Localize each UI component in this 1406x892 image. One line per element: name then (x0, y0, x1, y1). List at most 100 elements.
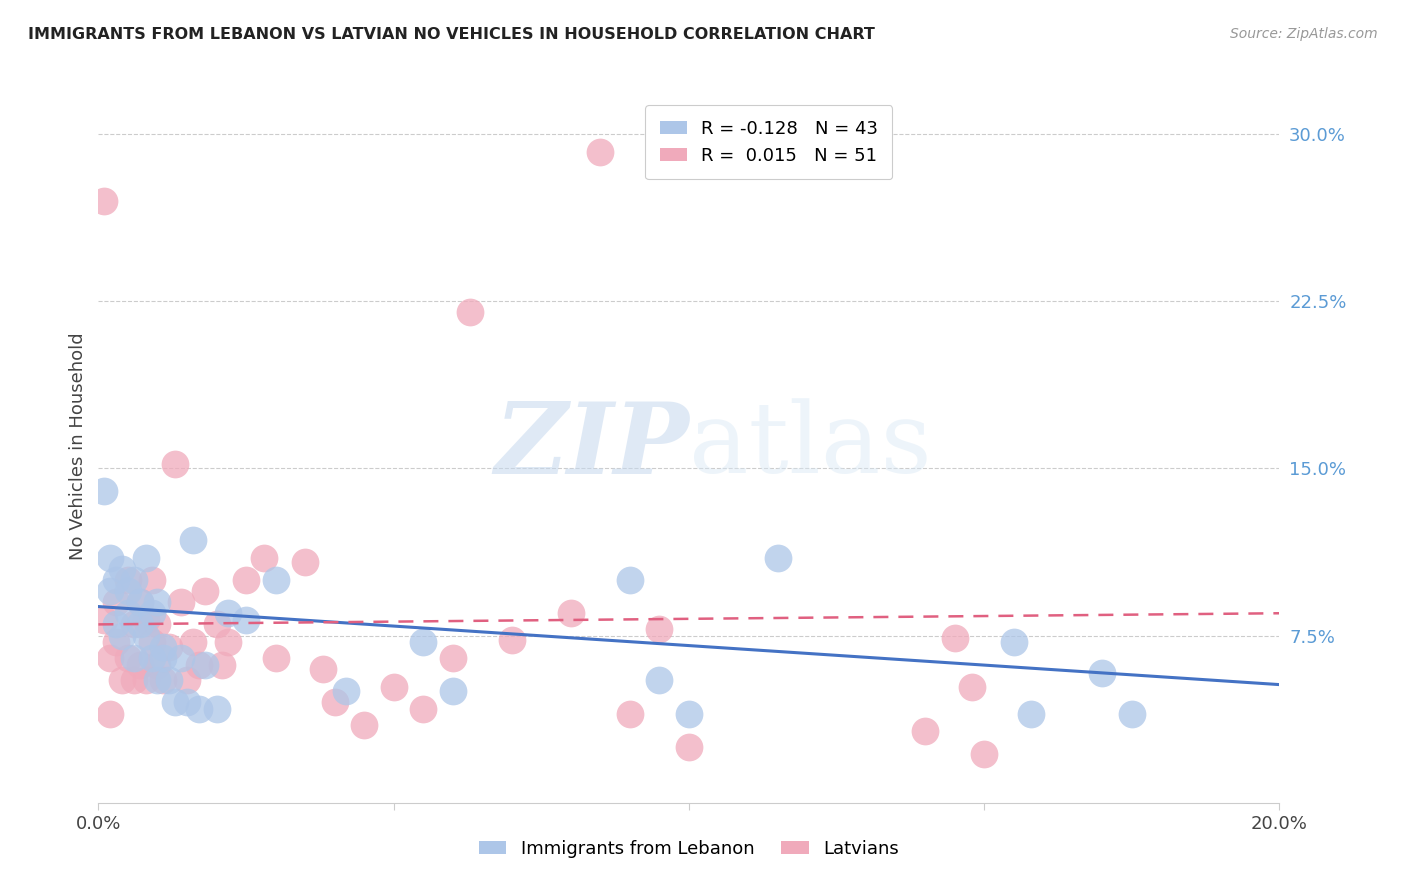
Point (93, 483, 115, 498)
Point (111, 562, 134, 576)
Point (111, 628, 134, 642)
Point (176, 696, 198, 710)
Point (187, 657, 209, 672)
Point (962, 680, 984, 694)
Point (135, 673, 157, 687)
Point (122, 617, 145, 632)
Point (205, 702, 228, 716)
Text: atlas: atlas (689, 398, 932, 494)
Point (105, 635, 128, 649)
Point (205, 617, 228, 632)
Text: IMMIGRANTS FROM LEBANON VS LATVIAN NO VEHICLES IN HOUSEHOLD CORRELATION CHART: IMMIGRANTS FROM LEBANON VS LATVIAN NO VE… (28, 27, 875, 42)
Point (98, 706, 121, 721)
Point (589, 145, 612, 159)
Point (943, 631, 966, 645)
Point (122, 573, 145, 587)
Point (619, 706, 641, 721)
Point (353, 717, 375, 731)
Point (648, 673, 671, 687)
Point (146, 657, 169, 672)
Point (235, 573, 257, 587)
Point (217, 635, 239, 649)
Point (141, 651, 163, 665)
Point (264, 651, 287, 665)
Point (217, 607, 239, 621)
Point (1091, 666, 1114, 681)
Point (98, 651, 121, 665)
Point (176, 673, 198, 687)
Point (323, 696, 346, 710)
Point (619, 573, 641, 587)
Point (181, 533, 204, 547)
Point (678, 706, 700, 721)
Point (312, 662, 335, 676)
Point (441, 651, 464, 665)
Point (165, 696, 187, 710)
Point (294, 555, 316, 569)
Legend: Immigrants from Lebanon, Latvians: Immigrants from Lebanon, Latvians (472, 833, 905, 865)
Point (141, 607, 163, 621)
Point (181, 635, 204, 649)
Point (141, 573, 163, 587)
Point (157, 673, 180, 687)
Point (141, 635, 163, 649)
Point (128, 657, 150, 672)
Point (914, 724, 936, 739)
Text: Source: ZipAtlas.com: Source: ZipAtlas.com (1230, 27, 1378, 41)
Point (187, 702, 209, 716)
Point (135, 613, 157, 627)
Point (678, 740, 700, 755)
Point (98, 550, 121, 565)
Point (157, 640, 180, 654)
Point (111, 673, 134, 687)
Point (264, 573, 287, 587)
Point (128, 595, 150, 609)
Point (560, 607, 582, 621)
Point (1021, 706, 1043, 721)
Point (152, 673, 174, 687)
Point (170, 651, 193, 665)
Point (152, 651, 174, 665)
Point (93, 613, 115, 627)
Point (165, 457, 187, 471)
Point (1121, 706, 1143, 721)
Point (194, 583, 217, 598)
Point (105, 573, 128, 587)
Point (117, 651, 139, 665)
Point (501, 633, 523, 648)
Point (335, 684, 357, 698)
Y-axis label: No Vehicles in Household: No Vehicles in Household (69, 332, 87, 560)
Point (235, 613, 257, 627)
Point (146, 595, 169, 609)
Point (412, 635, 434, 649)
Point (146, 617, 169, 632)
Point (122, 673, 145, 687)
Point (170, 595, 193, 609)
Point (194, 657, 217, 672)
Point (135, 550, 157, 565)
Point (766, 550, 789, 565)
Point (412, 702, 434, 716)
Point (146, 673, 169, 687)
Point (117, 573, 139, 587)
Point (382, 680, 405, 694)
Text: ZIP: ZIP (494, 398, 689, 494)
Point (648, 622, 671, 636)
Point (105, 595, 128, 609)
Point (211, 657, 233, 672)
Point (128, 595, 150, 609)
Point (93, 194, 115, 208)
Point (135, 628, 157, 642)
Point (117, 583, 139, 598)
Point (98, 583, 121, 598)
Point (1002, 635, 1025, 649)
Point (128, 617, 150, 632)
Point (441, 684, 464, 698)
Point (122, 651, 145, 665)
Point (117, 607, 139, 621)
Point (105, 617, 128, 632)
Point (973, 747, 995, 761)
Point (460, 305, 482, 319)
Point (253, 550, 276, 565)
Point (152, 640, 174, 654)
